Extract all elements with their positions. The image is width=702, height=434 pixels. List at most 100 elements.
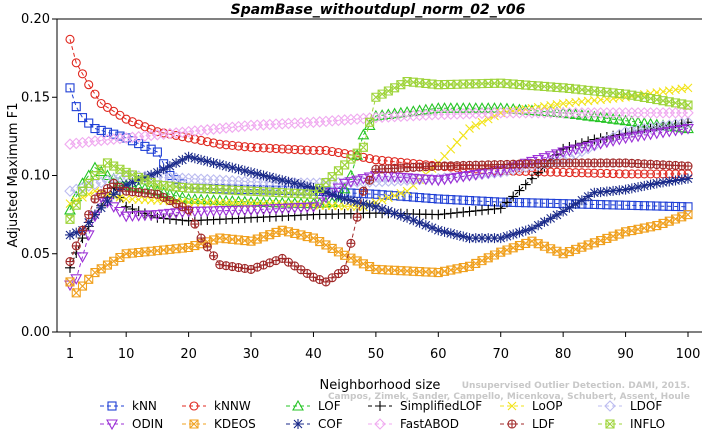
data-point-lof	[413, 104, 426, 116]
data-point-knn	[627, 200, 637, 210]
legend-label-ldof: LDOF	[630, 399, 662, 413]
data-point-cof	[327, 189, 338, 200]
data-point-kdeos	[521, 238, 531, 248]
x-tick-label: 50	[368, 347, 385, 362]
data-point-knnw	[577, 168, 587, 178]
data-point-lof	[357, 128, 370, 140]
series-line-knnw	[69, 39, 688, 175]
data-point-odin	[351, 175, 364, 187]
data-point-lof	[426, 102, 438, 114]
data-point-simplifiedlof	[526, 173, 537, 184]
data-point-ldf	[77, 225, 88, 235]
data-point-kdeos	[683, 210, 693, 220]
data-point-odin	[270, 204, 282, 215]
data-point-knnw	[652, 169, 662, 179]
data-point-cof	[121, 179, 132, 190]
data-point-cof	[539, 216, 550, 227]
data-point-fastabod	[182, 125, 195, 138]
data-point-kdeos	[608, 231, 618, 241]
data-point-kdeos	[271, 227, 281, 238]
data-point-cof	[501, 231, 512, 242]
data-point-fastabod	[332, 114, 345, 127]
data-point-ldof	[657, 120, 669, 132]
data-point-inflo	[84, 178, 94, 188]
data-point-cof	[414, 217, 425, 228]
data-point-odin	[538, 153, 551, 164]
legend-item-ldf: LDF	[500, 417, 555, 431]
legend-marker-inflo	[605, 419, 615, 429]
data-point-cof	[271, 173, 281, 184]
watermark-line-1: Unsupervised Outlier Detection. DAMI, 20…	[462, 381, 690, 391]
y-axis-label: Adjusted Maximum F1	[6, 103, 21, 248]
data-point-cof	[239, 165, 250, 176]
data-point-simplifiedlof	[495, 203, 506, 214]
data-point-odin	[401, 173, 414, 184]
x-tick-label: 90	[617, 347, 634, 362]
data-point-knn	[608, 200, 618, 210]
data-point-fastabod	[157, 128, 170, 140]
data-point-odin	[307, 202, 320, 213]
data-point-knn	[645, 201, 656, 211]
data-point-cof	[495, 233, 506, 244]
data-point-knnw	[589, 168, 599, 178]
data-point-ldf	[683, 161, 693, 171]
data-point-odin	[469, 170, 482, 181]
data-point-cof	[208, 157, 219, 168]
data-point-odin	[126, 211, 139, 223]
data-point-lof	[451, 102, 463, 113]
data-point-cof	[626, 183, 637, 194]
data-point-knnw	[571, 168, 581, 178]
data-point-cof	[489, 233, 500, 244]
data-point-knnw	[227, 140, 237, 151]
data-point-knn	[546, 198, 556, 208]
data-point-odin	[588, 140, 601, 152]
data-point-cof	[152, 167, 163, 178]
data-point-knn	[102, 127, 113, 137]
data-point-cof	[639, 180, 650, 191]
series-odin	[64, 124, 694, 292]
legend-marker-loop	[507, 401, 517, 411]
data-point-odin	[220, 206, 232, 217]
data-point-kdeos	[583, 240, 593, 250]
data-point-knnw	[621, 169, 631, 179]
data-point-ldof	[682, 116, 694, 129]
data-point-knn	[602, 200, 612, 210]
data-point-knn	[633, 200, 643, 211]
data-point-knn	[71, 102, 81, 112]
data-point-cof	[352, 197, 363, 208]
data-point-odin	[288, 203, 301, 214]
data-point-odin	[163, 208, 176, 220]
data-point-fastabod	[76, 136, 89, 149]
x-tick-label: 10	[118, 347, 135, 362]
data-point-knn	[464, 195, 475, 206]
data-point-odin	[582, 141, 595, 153]
data-point-odin	[132, 211, 145, 222]
data-point-knn	[371, 189, 381, 199]
data-point-fastabod	[107, 133, 120, 145]
data-point-knn	[396, 191, 406, 201]
data-point-cof	[246, 167, 257, 178]
legend-label-simplifiedlof: SimplifiedLOF	[400, 399, 482, 413]
data-point-cof	[583, 191, 594, 202]
data-point-fastabod	[195, 124, 207, 137]
data-point-odin	[438, 174, 451, 186]
data-point-lof	[476, 102, 488, 113]
data-point-cof	[102, 196, 113, 207]
data-point-kdeos	[571, 244, 581, 254]
data-point-knnw	[196, 135, 206, 145]
legend-marker-kdeos	[189, 419, 199, 429]
legend-item-inflo: INFLO	[598, 417, 665, 431]
data-point-knn	[140, 141, 150, 151]
data-point-simplifiedlof	[464, 206, 475, 217]
data-point-fastabod	[139, 130, 151, 142]
data-point-knn	[639, 201, 649, 211]
data-point-cof	[420, 220, 431, 231]
data-point-lof	[588, 110, 601, 122]
data-point-ldf	[327, 273, 337, 283]
data-point-ldof	[89, 178, 101, 190]
data-point-ldof	[64, 185, 76, 197]
data-point-knnw	[283, 144, 294, 154]
series-ldf	[65, 158, 693, 287]
data-point-knnw	[209, 138, 219, 148]
data-point-kdeos	[589, 238, 599, 248]
